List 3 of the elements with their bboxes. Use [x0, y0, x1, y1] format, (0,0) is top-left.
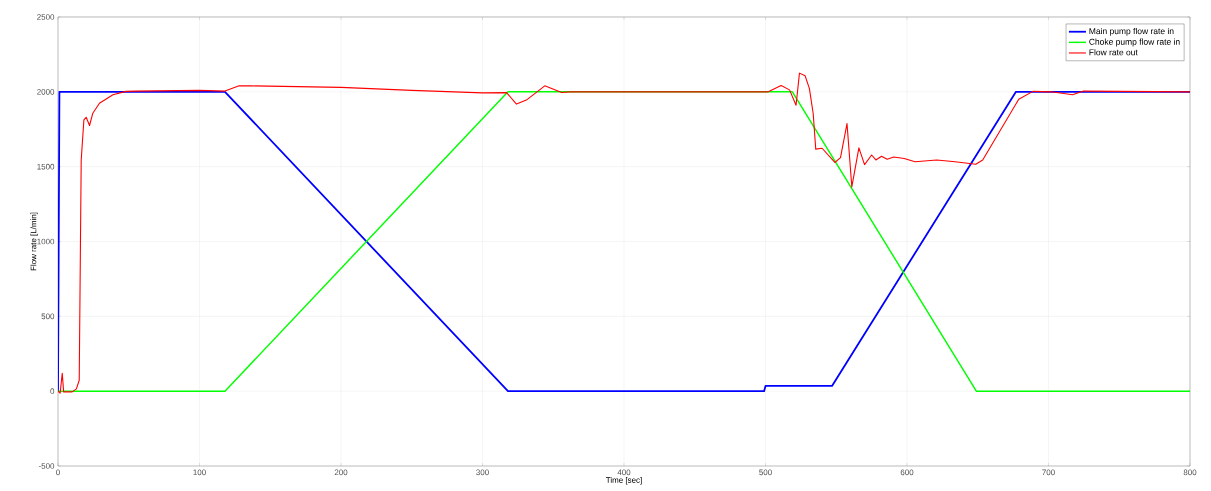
legend-label: Main pump flow rate in [1089, 27, 1174, 36]
legend-label: Choke pump flow rate in [1089, 38, 1180, 47]
legend-label: Flow rate out [1089, 49, 1138, 56]
